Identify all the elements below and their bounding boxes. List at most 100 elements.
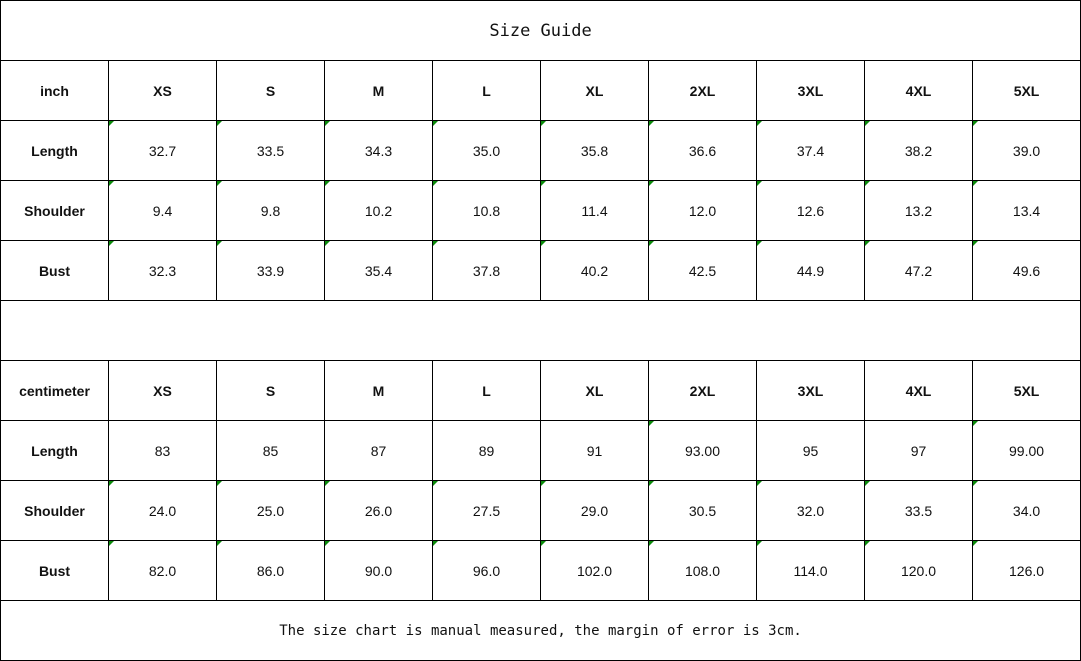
table-row: Shoulder 9.4 9.8 10.2 10.8 11.4 12.0 12.6 13.2 13… [0, 180, 1081, 241]
cell-marker-icon [217, 181, 222, 186]
measurement-cell: 37.8 [432, 240, 541, 301]
cell-value: 49.6 [1012, 262, 1041, 279]
unit-header: inch [0, 60, 109, 121]
cell-value: 13.4 [1012, 202, 1041, 219]
cell-value: 27.5 [472, 502, 501, 519]
size-header: L [432, 360, 541, 421]
cell-marker-icon [325, 181, 330, 186]
cell-value: 12.6 [796, 202, 825, 219]
table-row: Length 83 85 87 89 91 93.00 95 97 99.00 [0, 420, 1081, 481]
cell-value: 93.00 [684, 442, 721, 459]
cell-marker-icon [865, 181, 870, 186]
cell-value: 34.0 [1012, 502, 1041, 519]
cell-value: 33.5 [904, 502, 933, 519]
size-header: 4XL [864, 360, 973, 421]
measurement-cell: 38.2 [864, 120, 973, 181]
cell-value: 40.2 [580, 262, 609, 279]
size-header: 3XL [756, 360, 865, 421]
cell-marker-icon [433, 541, 438, 546]
cell-marker-icon [757, 181, 762, 186]
size-header: S [216, 360, 325, 421]
cell-value: 29.0 [580, 502, 609, 519]
cell-marker-icon [973, 541, 978, 546]
cell-marker-icon [325, 541, 330, 546]
cell-value: 38.2 [904, 142, 933, 159]
row-label: Bust [0, 240, 109, 301]
cell-marker-icon [325, 241, 330, 246]
cell-value: 10.8 [472, 202, 501, 219]
size-header: XS [108, 60, 217, 121]
cell-value: 36.6 [688, 142, 717, 159]
measurement-cell: 83 [108, 420, 217, 481]
cell-value: 32.0 [796, 502, 825, 519]
cell-value: 33.9 [256, 262, 285, 279]
row-label: Shoulder [0, 480, 109, 541]
measurement-cell: 87 [324, 420, 433, 481]
table-row: Bust 32.3 33.9 35.4 37.8 40.2 42.5 44.9 47.2 49.6 [0, 240, 1081, 301]
size-header: XL [540, 360, 649, 421]
size-header: M [324, 360, 433, 421]
cell-value: 35.0 [472, 142, 501, 159]
measurement-cell: 40.2 [540, 240, 649, 301]
cell-marker-icon [757, 541, 762, 546]
measurement-cell: 10.2 [324, 180, 433, 241]
measurement-cell: 49.6 [971, 240, 1081, 301]
cell-marker-icon [433, 481, 438, 486]
cell-marker-icon [973, 121, 978, 126]
cell-value: 44.9 [796, 262, 825, 279]
cell-marker-icon [541, 181, 546, 186]
cell-value: 35.8 [580, 142, 609, 159]
cell-marker-icon [325, 481, 330, 486]
measurement-cell: 97 [864, 420, 973, 481]
size-guide-title: Size Guide [0, 0, 1081, 61]
size-header: 2XL [648, 360, 757, 421]
measurement-cell: 11.4 [540, 180, 649, 241]
cell-marker-icon [649, 121, 654, 126]
cell-value: 32.3 [148, 262, 177, 279]
header-row: inch XS S M L XL 2XL 3XL 4XL 5XL [0, 60, 1081, 121]
cell-value: 34.3 [364, 142, 393, 159]
cell-marker-icon [649, 241, 654, 246]
measurement-cell: 82.0 [108, 540, 217, 601]
unit-header: centimeter [0, 360, 109, 421]
cell-value: 26.0 [364, 502, 393, 519]
cell-marker-icon [433, 241, 438, 246]
cell-value: 120.0 [900, 562, 937, 579]
cell-marker-icon [217, 121, 222, 126]
row-label: Bust [0, 540, 109, 601]
measurement-cell: 12.6 [756, 180, 865, 241]
measurement-cell: 13.4 [971, 180, 1081, 241]
measurement-cell: 12.0 [648, 180, 757, 241]
cell-value: 25.0 [256, 502, 285, 519]
measurement-cell: 32.3 [108, 240, 217, 301]
cell-value: 102.0 [576, 562, 613, 579]
spacer-row [0, 300, 1081, 361]
measurement-cell: 102.0 [540, 540, 649, 601]
cell-marker-icon [109, 541, 114, 546]
cell-value: 33.5 [256, 142, 285, 159]
measurement-cell: 114.0 [756, 540, 865, 601]
measurement-cell: 96.0 [432, 540, 541, 601]
measurement-cell: 39.0 [971, 120, 1081, 181]
measurement-cell: 35.8 [540, 120, 649, 181]
cell-value: 9.8 [260, 202, 281, 219]
cell-marker-icon [541, 121, 546, 126]
size-header: 5XL [971, 360, 1081, 421]
measurement-cell: 29.0 [540, 480, 649, 541]
header-row: centimeter XS S M L XL 2XL 3XL 4XL 5XL [0, 360, 1081, 421]
measurement-cell: 91 [540, 420, 649, 481]
measurement-cell: 47.2 [864, 240, 973, 301]
measurement-cell: 90.0 [324, 540, 433, 601]
cell-value: 9.4 [152, 202, 173, 219]
measurement-cell: 9.4 [108, 180, 217, 241]
table-row: Bust 82.0 86.0 90.0 96.0 102.0 108.0 114.0 120.0… [0, 540, 1081, 601]
cell-value: 24.0 [148, 502, 177, 519]
measurement-cell: 34.3 [324, 120, 433, 181]
measurement-note: The size chart is manual measured, the m… [0, 600, 1081, 661]
cell-value: 12.0 [688, 202, 717, 219]
cell-value: 47.2 [904, 262, 933, 279]
cell-marker-icon [217, 241, 222, 246]
measurement-cell: 95 [756, 420, 865, 481]
note-row: The size chart is manual measured, the m… [0, 600, 1081, 661]
